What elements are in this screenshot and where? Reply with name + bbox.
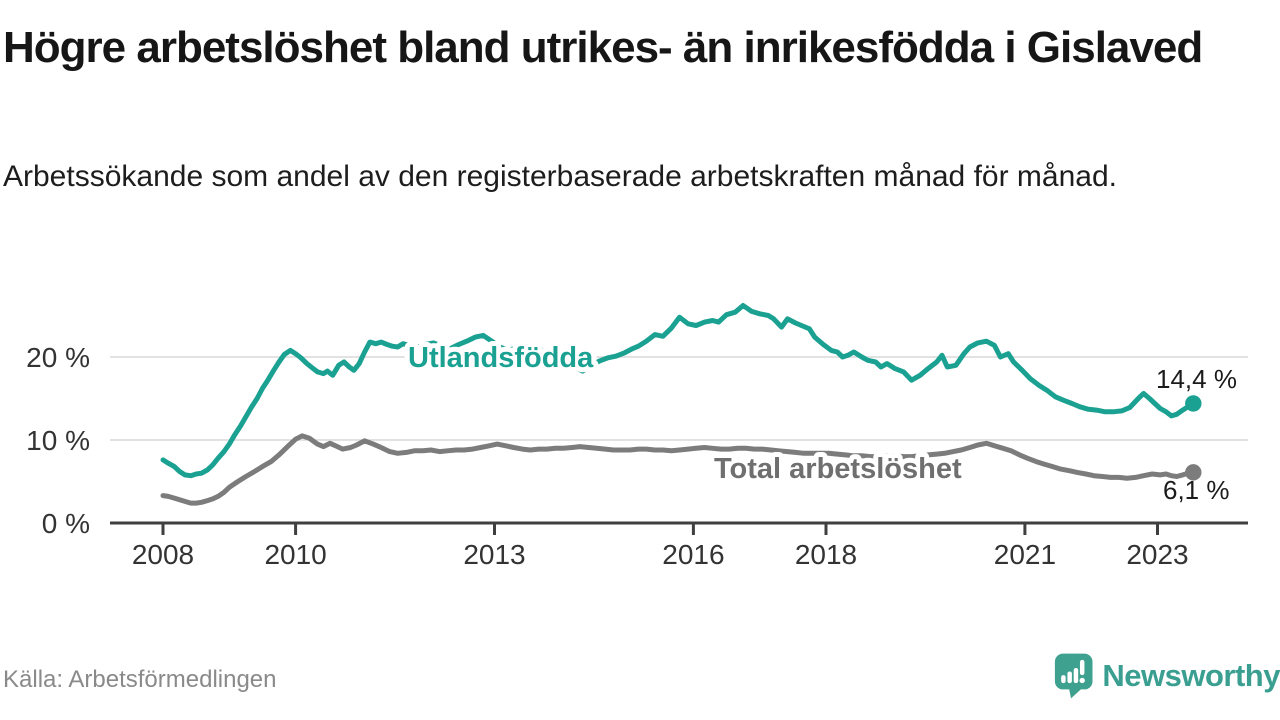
x-axis-tick-label: 2010	[264, 539, 326, 570]
x-axis-tick-label: 2018	[795, 539, 857, 570]
bar-1	[1061, 675, 1066, 684]
series-line-utlandsfodda	[160, 303, 1196, 479]
series-end-dot-total-arbetsloshet	[1185, 464, 1202, 481]
x-axis-tick-label: 2023	[1126, 539, 1188, 570]
x-axis-tick-label: 2008	[132, 539, 194, 570]
newsworthy-logo: Newsworthy	[1054, 648, 1280, 704]
y-axis-tick-label: 0 %	[42, 508, 90, 539]
value-label-utlandsfodda: 14,4 %	[1156, 364, 1237, 394]
series-label-total-arbetsloshet: Total arbetslöshet	[714, 453, 962, 485]
source-note: Källa: Arbetsförmedlingen	[3, 666, 277, 693]
x-axis-tick-label: 2016	[662, 539, 724, 570]
exclamation-bar	[1079, 659, 1085, 676]
x-axis-tick-label: 2021	[994, 539, 1056, 570]
series-end-dot-utlandsfodda	[1185, 395, 1202, 412]
bar-3	[1073, 667, 1079, 684]
series-label-utlandsfodda: Utlandsfödda	[408, 342, 594, 374]
exclamation-dot	[1079, 677, 1085, 684]
value-label-total-arbetsloshet: 6,1 %	[1163, 475, 1230, 505]
bar-2	[1067, 671, 1072, 684]
series-line-total-arbetsloshet	[160, 433, 1196, 506]
page-title: Högre arbetslöshet bland utrikes- än inr…	[3, 23, 1203, 72]
x-axis-tick-label: 2013	[463, 539, 525, 570]
page-subtitle: Arbetssökande som andel av den registerb…	[3, 160, 1117, 193]
y-axis-tick-label: 10 %	[26, 425, 90, 456]
newsworthy-wordmark: Newsworthy	[1102, 658, 1280, 693]
newsworthy-logo-icon	[1054, 653, 1093, 699]
y-axis-tick-label: 20 %	[26, 342, 90, 373]
